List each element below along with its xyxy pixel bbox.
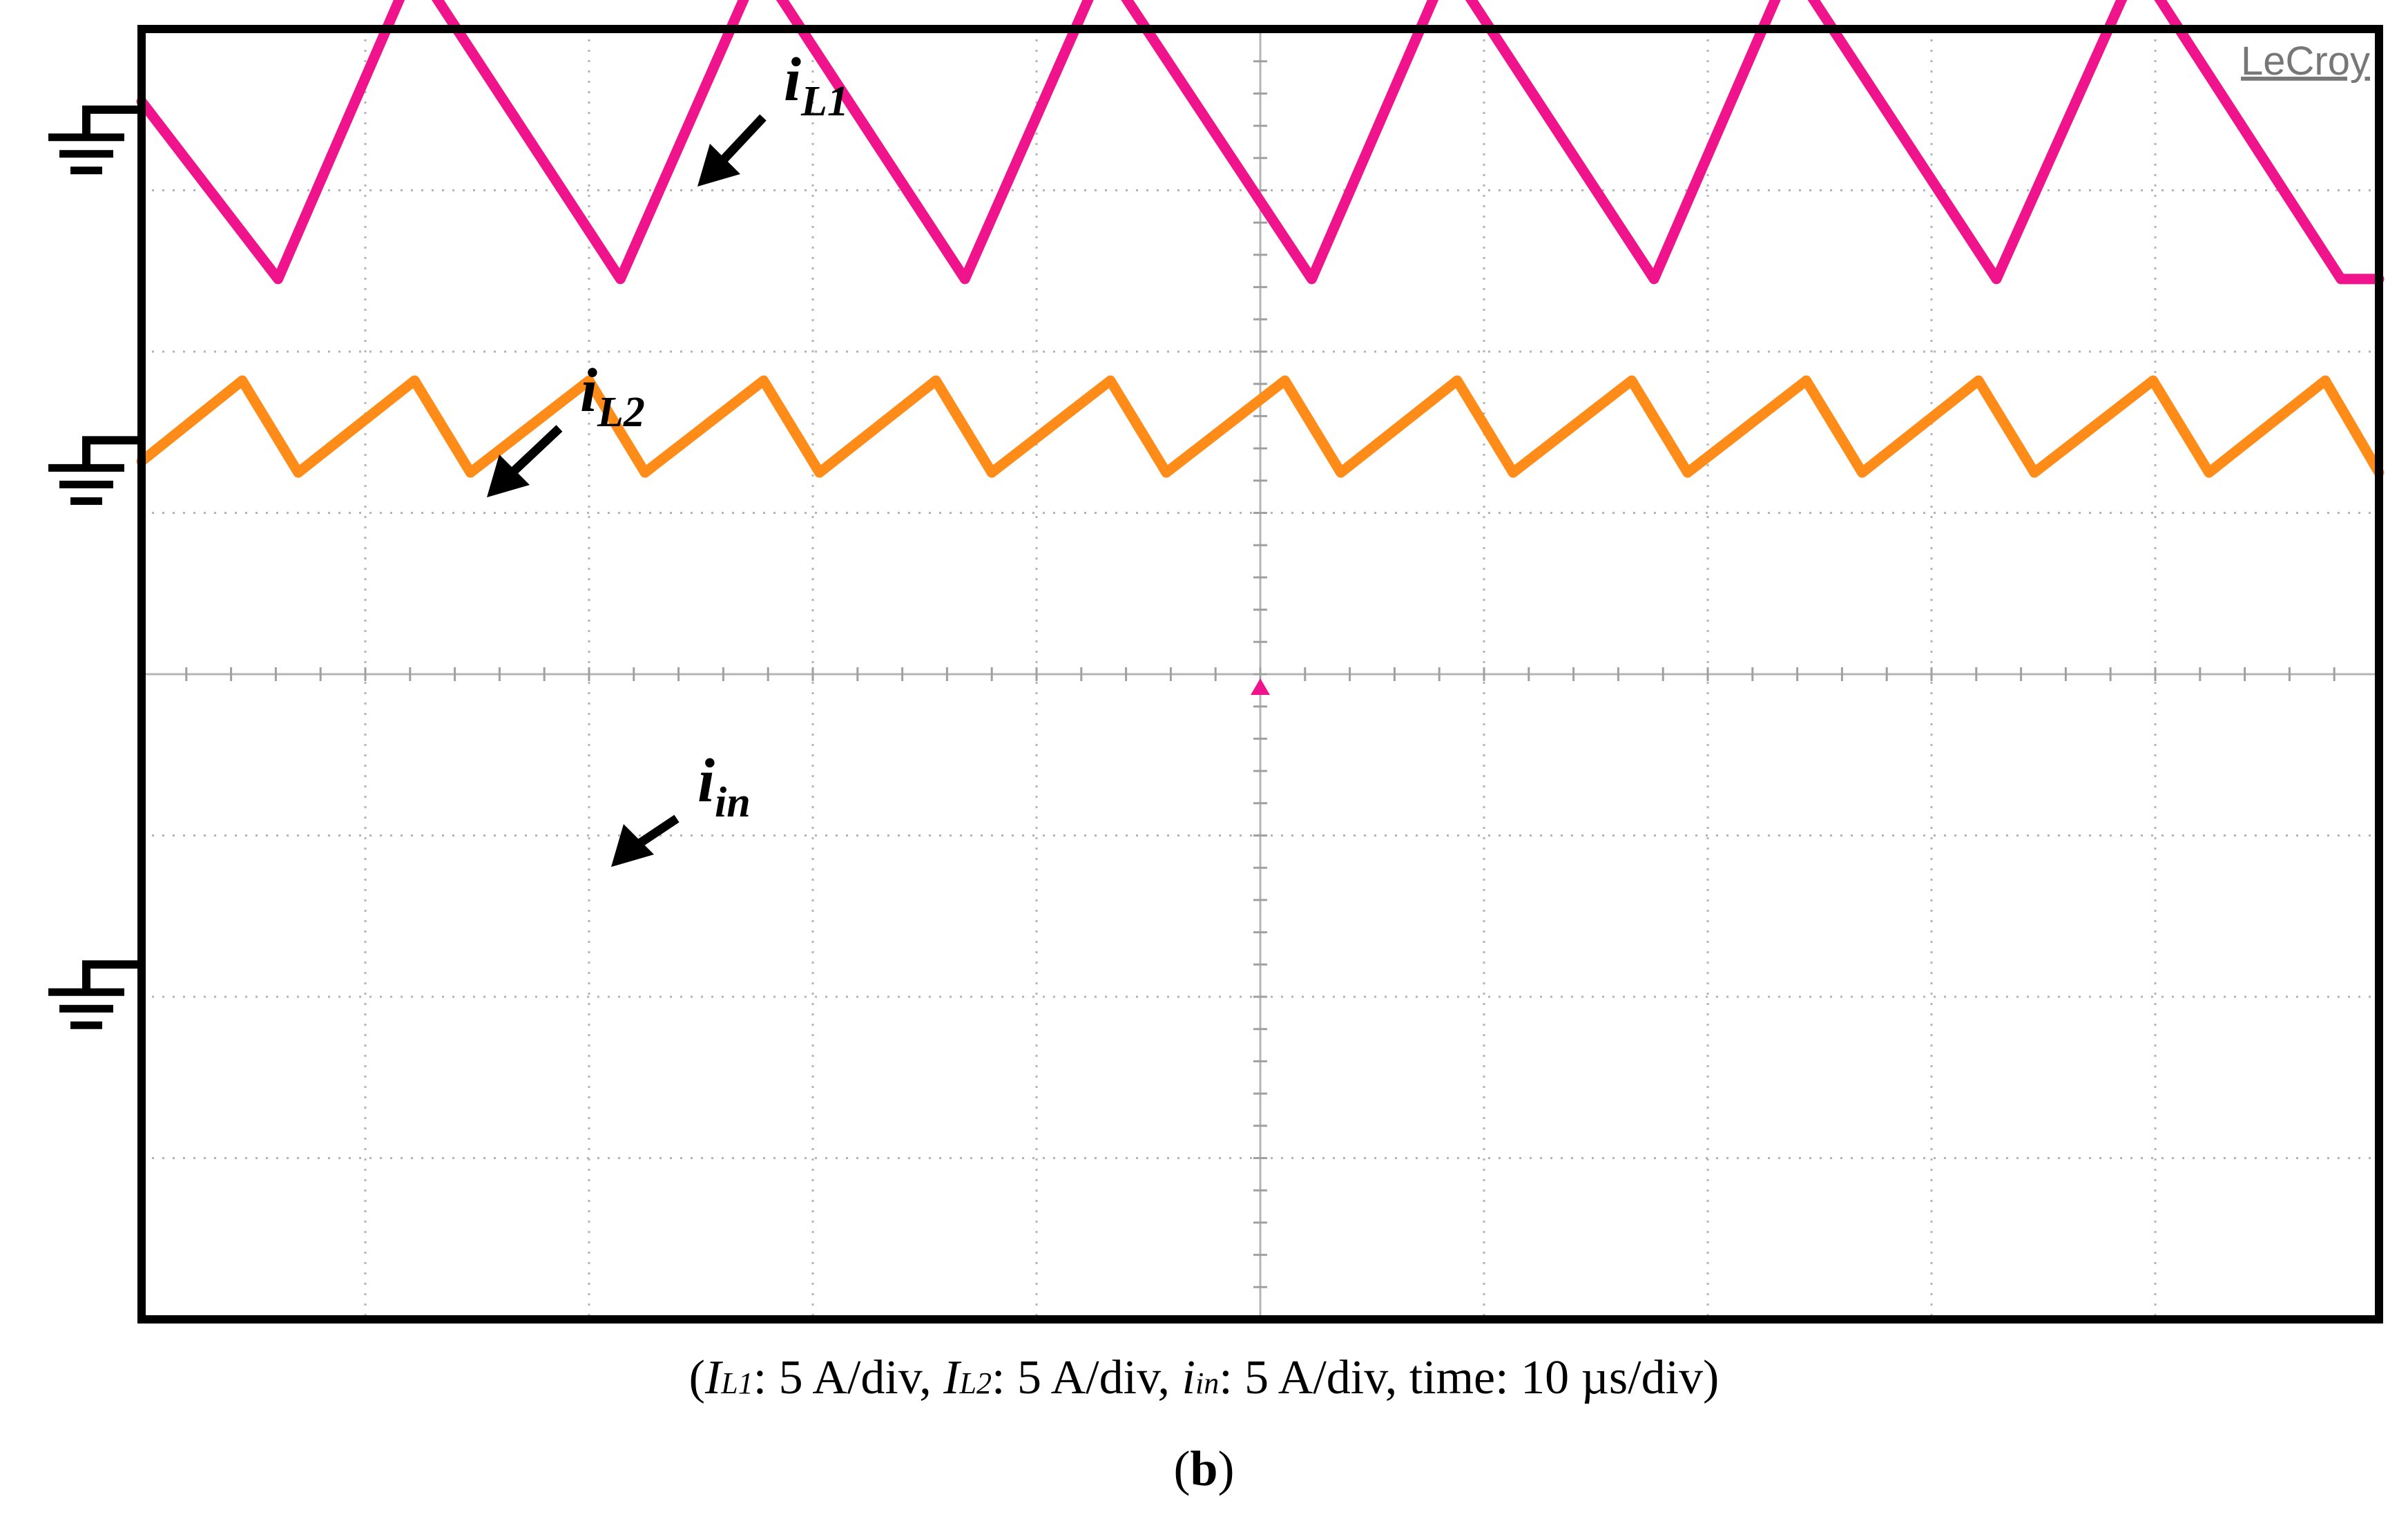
caption-il2-subscript: L2 <box>959 1366 992 1400</box>
caption-il1-subscript: L1 <box>721 1366 753 1400</box>
brand-logo: LeCroy <box>2241 39 2370 84</box>
caption-open: ( <box>688 1351 705 1404</box>
caption-iin-symbol: i <box>1182 1351 1195 1404</box>
label-arrow-head <box>611 824 654 867</box>
panel-label-open: ( <box>1173 1441 1191 1496</box>
caption-il1-symbol: I <box>704 1351 722 1404</box>
label-symbol: i <box>580 356 597 425</box>
trace-iL2 <box>136 0 2385 285</box>
scope-frame <box>137 25 2383 1324</box>
trigger-marker <box>1251 678 1270 695</box>
panel-label: (b) <box>0 1440 2408 1498</box>
figure-caption: (IL1: 5 A/div, IL2: 5 A/div, iin: 5 A/di… <box>0 1350 2408 1406</box>
label-subscript: L1 <box>800 78 849 125</box>
panel-label-close: ) <box>1217 1441 1235 1496</box>
label-arrow-head <box>487 455 530 497</box>
ground-symbol-iin <box>82 960 142 990</box>
caption-iin-subscript: in <box>1195 1366 1220 1400</box>
label-arrow-head <box>697 144 740 187</box>
caption-iin-scale: : 5 A/div, time: 10 µs/div) <box>1219 1351 1720 1404</box>
label-iL1: iL1 <box>784 46 849 125</box>
panel-label-letter: b <box>1190 1441 1218 1496</box>
caption-il2-scale: : 5 A/div, <box>992 1351 1182 1404</box>
label-subscript: L2 <box>597 389 645 436</box>
trace-iin <box>136 375 2385 478</box>
label-subscript: in <box>715 779 751 826</box>
traces <box>136 0 2385 695</box>
label-iin: iin <box>697 747 751 826</box>
graticule <box>142 29 2379 1319</box>
ground-symbol-iL2 <box>82 436 142 466</box>
ground-symbol-iL1 <box>82 105 142 135</box>
label-iL2: iL2 <box>580 356 645 436</box>
caption-il1-scale: : 5 A/div, <box>753 1351 944 1404</box>
ground-markers <box>48 105 142 1029</box>
label-symbol: i <box>784 46 801 114</box>
label-symbol: i <box>697 747 715 815</box>
caption-il2-symbol: I <box>943 1351 960 1404</box>
